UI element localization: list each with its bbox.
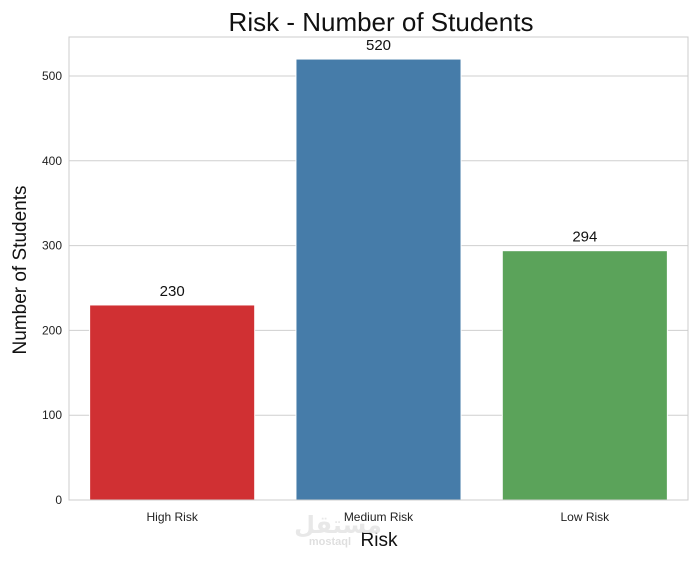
bar — [501, 250, 668, 501]
y-tick-label: 400 — [42, 154, 62, 168]
y-tick-label: 100 — [42, 408, 62, 422]
data-labels: 230 520 294 — [160, 37, 598, 300]
ticks: 0 100 200 300 400 500 High Risk Medium Risk Low … — [42, 69, 610, 524]
x-axis-label: Risk — [361, 530, 398, 551]
bar-value-label: 520 — [366, 37, 391, 54]
y-tick-label: 200 — [42, 323, 62, 337]
bar — [295, 58, 462, 501]
bar-value-label: 230 — [160, 283, 185, 300]
watermark-arabic: مستقل — [294, 512, 382, 539]
plot-border — [68, 36, 689, 501]
bar — [89, 304, 256, 501]
x-tick-label: Medium Risk — [344, 510, 414, 524]
x-tick-label: High Risk — [146, 510, 198, 524]
y-tick-label: 0 — [55, 493, 62, 507]
bar-value-label: 294 — [572, 229, 597, 246]
bars — [89, 58, 668, 501]
y-tick-label: 300 — [42, 239, 62, 253]
y-tick-label: 500 — [42, 69, 62, 83]
x-tick-label: Low Risk — [560, 510, 610, 524]
watermark: مستقل mostaql — [294, 512, 382, 548]
y-axis-label: Number of Students — [10, 186, 31, 355]
watermark-latin: mostaql — [309, 536, 351, 548]
plot-frame — [68, 36, 689, 501]
chart-title: Risk - Number of Students — [229, 7, 534, 37]
